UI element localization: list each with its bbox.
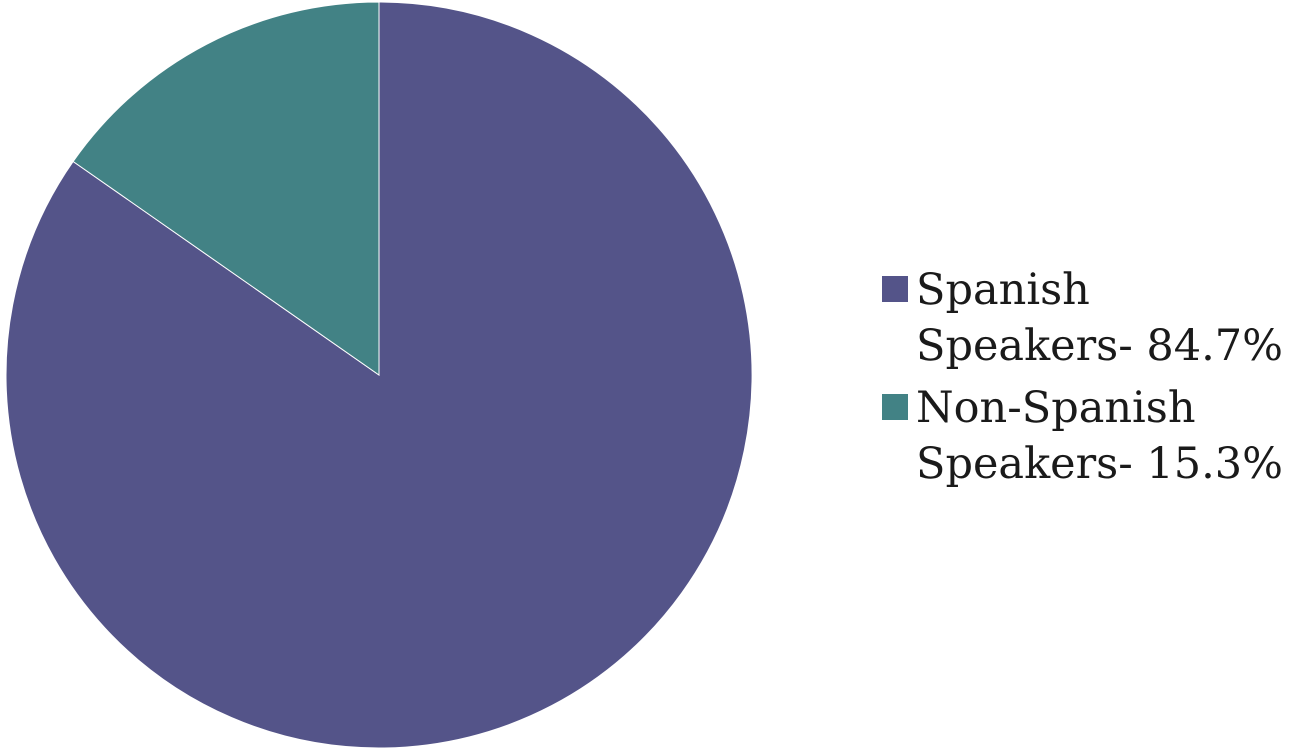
legend-swatch-non-spanish-speakers: [882, 394, 908, 420]
pie-slice-non-spanish-speakers: [72, 1, 380, 376]
pie-chart: [5, 1, 753, 749]
legend-item-spanish-speakers: Spanish Speakers- 84.7%: [882, 262, 1302, 374]
legend-item-non-spanish-speakers: Non-Spanish Speakers- 15.3%: [882, 380, 1302, 492]
legend-label-spanish-speakers: Spanish Speakers- 84.7%: [916, 265, 1283, 371]
legend-swatch-spanish-speakers: [882, 276, 908, 302]
legend-label-non-spanish-speakers: Non-Spanish Speakers- 15.3%: [916, 383, 1283, 489]
legend: Spanish Speakers- 84.7% Non-Spanish Spea…: [882, 262, 1302, 498]
